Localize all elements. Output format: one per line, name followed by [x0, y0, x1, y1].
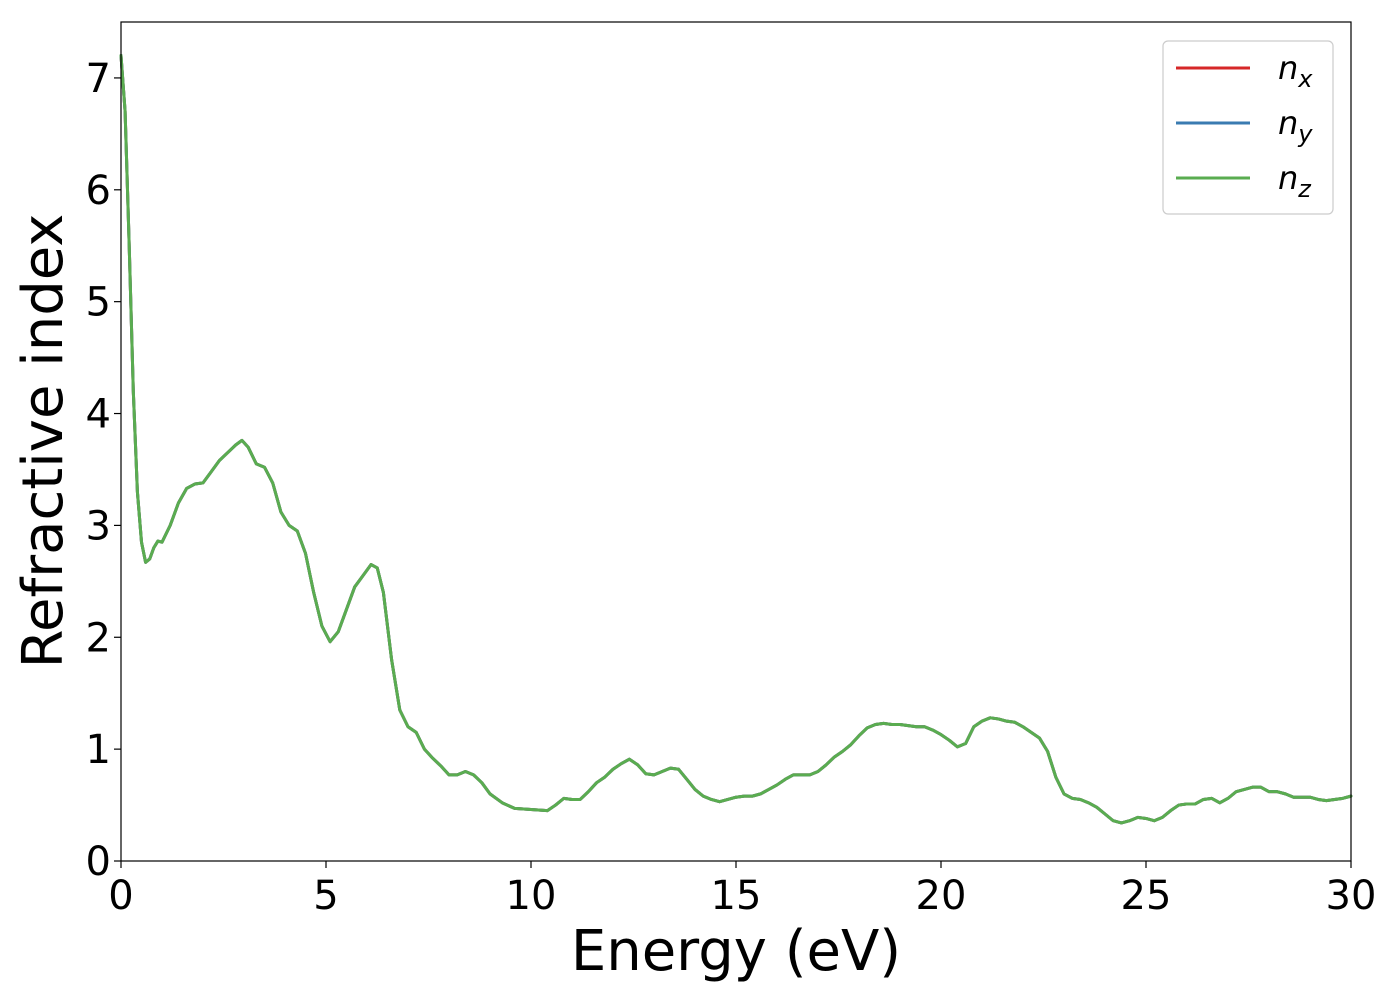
legend-label-y: ny — [1278, 104, 1313, 148]
x-tick-label: 20 — [916, 873, 967, 919]
x-tick-label: 5 — [313, 873, 338, 919]
y-axis-ticks: 0 1 2 3 4 5 6 7 — [86, 56, 121, 885]
legend-label-x: nx — [1278, 49, 1313, 93]
legend-label-z: nz — [1278, 159, 1312, 203]
legend-items: nx ny nz — [1176, 49, 1313, 203]
y-tick-label: 3 — [86, 503, 111, 549]
y-tick-label: 0 — [86, 839, 111, 885]
series-line-z — [119, 54, 1353, 825]
y-axis-label: Refractive index — [11, 214, 76, 669]
x-tick-label: 0 — [108, 873, 133, 919]
y-tick-label: 7 — [86, 56, 111, 102]
y-tick-label: 2 — [86, 615, 111, 661]
y-tick-label: 5 — [86, 280, 111, 326]
legend: nx ny nz — [1162, 40, 1334, 215]
y-tick-label: 6 — [86, 168, 111, 214]
x-axis-label: Energy (eV) — [571, 919, 901, 984]
x-tick-label: 30 — [1326, 873, 1377, 919]
legend-box — [1162, 40, 1334, 215]
y-tick-label: 4 — [86, 392, 111, 438]
series-layer — [119, 54, 1353, 825]
x-tick-label: 10 — [506, 873, 557, 919]
y-tick-label: 1 — [86, 727, 111, 773]
x-tick-label: 15 — [711, 873, 762, 919]
x-axis-ticks: 0 5 10 15 20 25 30 — [108, 861, 1376, 919]
x-tick-label: 25 — [1121, 873, 1172, 919]
